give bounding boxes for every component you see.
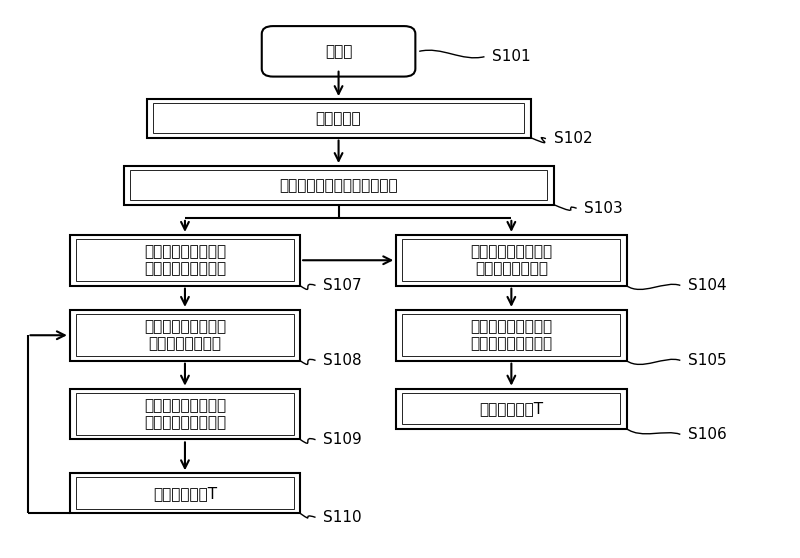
Bar xyxy=(70,473,300,513)
Bar xyxy=(70,388,300,440)
Bar xyxy=(123,166,554,205)
Bar xyxy=(70,235,300,286)
Text: S102: S102 xyxy=(554,131,592,146)
Bar xyxy=(146,99,530,138)
Text: S107: S107 xyxy=(323,278,362,293)
Bar xyxy=(396,310,626,360)
Text: S101: S101 xyxy=(492,49,530,64)
Text: 测量结果发送至所在
预测域的管理服务器: 测量结果发送至所在 预测域的管理服务器 xyxy=(144,398,226,430)
Bar xyxy=(402,393,621,425)
Text: S103: S103 xyxy=(584,201,623,216)
Bar xyxy=(76,478,294,509)
Text: 不同预测域内的基准
节点测量可用带宽: 不同预测域内的基准 节点测量可用带宽 xyxy=(470,244,553,276)
Bar xyxy=(153,103,525,133)
Bar xyxy=(402,239,621,281)
Text: 普通节点向域管理节
点查询基准节点信息: 普通节点向域管理节 点查询基准节点信息 xyxy=(144,244,226,276)
Text: S105: S105 xyxy=(688,353,726,368)
Bar xyxy=(76,239,294,281)
Text: 测量结果发送至所在
预测域的管理服务器: 测量结果发送至所在 预测域的管理服务器 xyxy=(470,319,553,352)
Bar xyxy=(396,235,626,286)
Text: 等待预定周期T: 等待预定周期T xyxy=(153,486,217,501)
Text: S104: S104 xyxy=(688,278,726,293)
Bar xyxy=(76,314,294,357)
Bar xyxy=(396,388,626,429)
Text: S110: S110 xyxy=(323,510,362,525)
Text: 等待预定周期T: 等待预定周期T xyxy=(479,401,543,416)
Bar xyxy=(130,170,547,200)
Bar xyxy=(402,314,621,357)
Text: S109: S109 xyxy=(323,432,362,447)
Text: 初始化: 初始化 xyxy=(325,44,352,59)
Text: 预测域划分: 预测域划分 xyxy=(316,111,362,126)
Text: 普通节点与域内基准
节点测量可用带宽: 普通节点与域内基准 节点测量可用带宽 xyxy=(144,319,226,352)
Bar xyxy=(76,393,294,435)
Text: S108: S108 xyxy=(323,353,362,368)
Text: 部署域管理服务器及基准节点: 部署域管理服务器及基准节点 xyxy=(279,178,398,193)
Bar xyxy=(70,310,300,360)
Text: S106: S106 xyxy=(688,427,726,442)
FancyBboxPatch shape xyxy=(262,26,415,76)
